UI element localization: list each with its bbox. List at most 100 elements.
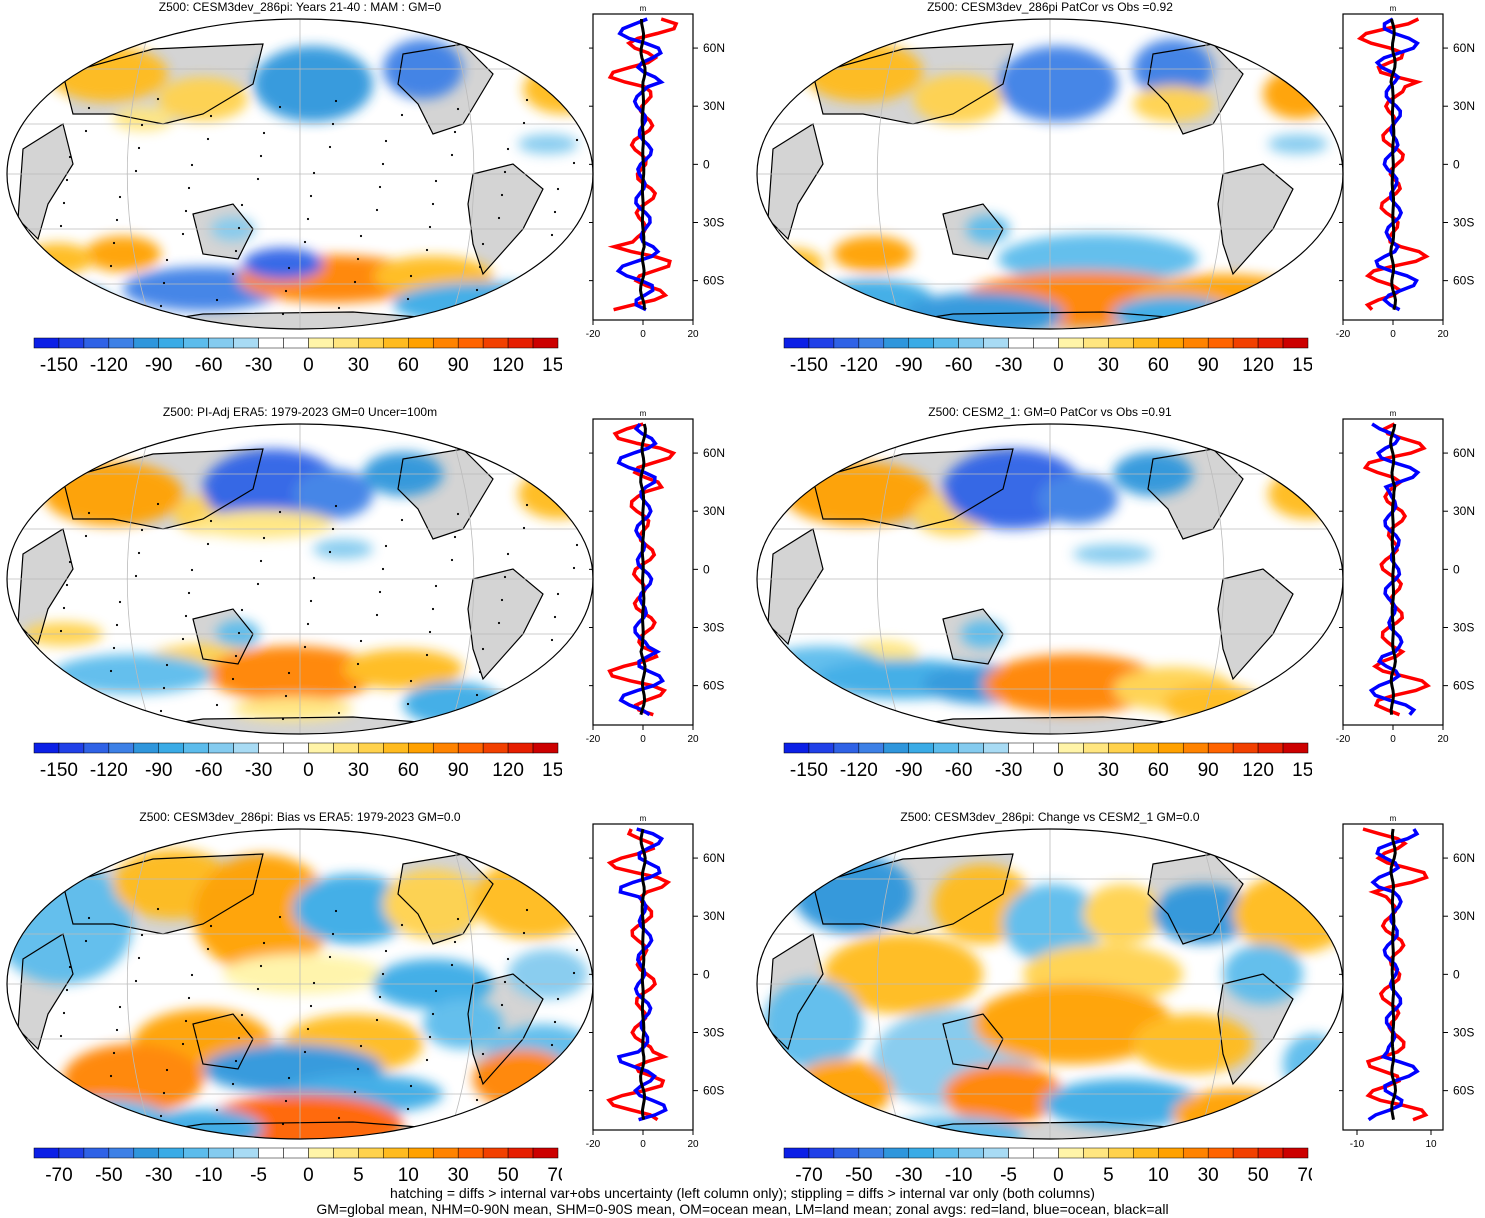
colorbar-tick-label: 0: [1053, 1165, 1064, 1186]
colorbar-tick-label: 0: [303, 760, 314, 781]
colorbar-tick-label: -90: [145, 760, 172, 781]
zonal-unit-label: m: [1390, 814, 1397, 823]
colorbar-tick-label: -60: [945, 355, 972, 376]
colorbar-tick-label: -10: [945, 1165, 972, 1186]
zonal-x-tick: 0: [1390, 734, 1396, 745]
lat-label: 60S: [1453, 1084, 1474, 1098]
panel-title: Z500: CESM2_1: GM=0 PatCor vs Obs =0.91: [928, 405, 1172, 419]
colorbar: -150 -120 -90 -60 -30 0 30 60 90 120 150: [33, 742, 562, 781]
zonal-x-tick: 20: [687, 329, 699, 340]
panel-title: Z500: CESM3dev_286pi: Bias vs ERA5: 1979…: [139, 810, 461, 824]
lat-label: 60S: [1453, 274, 1474, 288]
colorbar-tick-label: -30: [995, 760, 1022, 781]
zonal-x-tick: 20: [687, 1139, 699, 1150]
colorbar-tick-label: 120: [1242, 355, 1274, 376]
zonal-all-line: [1389, 18, 1398, 311]
zonal-unit-label: m: [1390, 409, 1397, 418]
colorbar-tick-label: 10: [1148, 1165, 1169, 1186]
zonal-mean-profile: 60N 30N 0 30S 60S -20 0 20 m: [586, 4, 725, 340]
colorbar-tick-label: -30: [995, 355, 1022, 376]
zonal-all-line: [638, 18, 647, 310]
panel-title: Z500: PI-Adj ERA5: 1979-2023 GM=0 Uncer=…: [162, 405, 438, 419]
zonal-x-tick: 0: [1390, 329, 1396, 340]
panel-title: Z500: CESM3dev_286pi PatCor vs Obs =0.92: [927, 0, 1173, 14]
lat-label: 0: [1453, 967, 1460, 981]
colorbar-tick-label: -150: [790, 760, 828, 781]
zonal-unit-label: m: [640, 4, 647, 13]
colorbar-tick-label: -90: [895, 355, 922, 376]
colorbar-tick-label: -120: [840, 355, 878, 376]
colorbar-tick-label: 30: [448, 1165, 469, 1186]
lat-label: 30N: [703, 99, 725, 113]
colorbar-tick-label: -30: [145, 1165, 172, 1186]
zonal-x-tick: -20: [586, 329, 601, 340]
lat-label: 0: [703, 562, 710, 576]
colorbar-tick-label: 70: [547, 1165, 562, 1186]
zonal-land-line: [607, 17, 679, 312]
colorbar-tick-label: 60: [398, 355, 419, 376]
zonal-mean-profile: 60N 30N 0 30S 60S -20 0 20 m: [1336, 4, 1475, 340]
panel-title: Z500: CESM3dev_286pi: Change vs CESM2_1 …: [900, 810, 1200, 824]
colorbar: -150 -120 -90 -60 -30 0 30 60 90 120 150: [783, 337, 1312, 376]
zonal-land-line: [1362, 422, 1432, 717]
lat-label: 60N: [703, 41, 725, 55]
zonal-mean-profile: 60N 30N 0 30S 60S -20 0 20 m: [586, 409, 725, 745]
lat-label: 30S: [1453, 215, 1474, 229]
zonal-x-tick: -20: [1336, 329, 1351, 340]
zonal-all-line: [639, 828, 647, 1121]
footer-line-1: hatching = diffs > internal var+obs unce…: [390, 1185, 1095, 1201]
zonal-land-line: [1356, 17, 1430, 311]
lat-label: 60S: [703, 679, 724, 693]
colorbar-tick-label: 90: [448, 760, 469, 781]
lat-label: 30S: [1453, 620, 1474, 634]
colorbar-tick-label: -70: [795, 1165, 822, 1186]
lat-label: 0: [703, 967, 710, 981]
map-panel: [6, 423, 594, 735]
colorbar-tick-label: 150: [542, 760, 562, 781]
colorbar-tick-label: -60: [195, 355, 222, 376]
zonal-x-tick: -20: [1336, 734, 1351, 745]
lat-label: 60N: [703, 446, 725, 460]
zonal-x-tick: 20: [1437, 734, 1449, 745]
colorbar-tick-label: 0: [1053, 760, 1064, 781]
map-panel: [6, 828, 594, 1140]
colorbar-tick-label: 60: [1148, 355, 1169, 376]
panel-title: Z500: CESM3dev_286pi: Years 21-40 : MAM …: [158, 0, 442, 14]
colorbar-tick-label: 50: [1248, 1165, 1269, 1186]
colorbar: -70-50-30-10-50510305070: [33, 1147, 562, 1186]
colorbar: -70-50-30-10-50510305070: [783, 1147, 1312, 1186]
colorbar-tick-label: 30: [348, 760, 369, 781]
zonal-ocean-line: [615, 17, 665, 312]
colorbar-tick-label: 30: [1198, 1165, 1219, 1186]
colorbar-tick-label: 5: [353, 1165, 364, 1186]
colorbar-tick-label: -90: [895, 760, 922, 781]
lat-label: 30S: [1453, 1025, 1474, 1039]
lat-label: 0: [703, 157, 710, 171]
colorbar-tick-label: -5: [1000, 1165, 1017, 1186]
colorbar-tick-label: -10: [195, 1165, 222, 1186]
colorbar-tick-label: -150: [790, 355, 828, 376]
map-panel: [756, 828, 1344, 1140]
lat-label: 60N: [1453, 851, 1475, 865]
colorbar-tick-label: 90: [1198, 760, 1219, 781]
colorbar-tick-label: -150: [40, 760, 78, 781]
colorbar-tick-label: -120: [90, 760, 128, 781]
zonal-land-line: [606, 828, 672, 1122]
colorbar-tick-label: -5: [250, 1165, 267, 1186]
zonal-x-tick: 0: [640, 734, 646, 745]
zonal-ocean-line: [1367, 828, 1420, 1122]
lat-label: 30N: [703, 909, 725, 923]
colorbar-tick-label: 0: [303, 1165, 314, 1186]
zonal-ocean-line: [1368, 422, 1421, 716]
colorbar-tick-label: 70: [1297, 1165, 1312, 1186]
colorbar-tick-label: 90: [1198, 355, 1219, 376]
colorbar-tick-label: 150: [542, 355, 562, 376]
lat-label: 30N: [703, 504, 725, 518]
colorbar: -150 -120 -90 -60 -30 0 30 60 90 120 150: [33, 337, 562, 376]
colorbar-tick-label: 150: [1292, 355, 1312, 376]
zonal-mean-profile: 60N 30N 0 30S 60S -20 0 20 m: [1336, 409, 1475, 745]
colorbar-tick-label: 30: [1098, 760, 1119, 781]
zonal-x-tick: 20: [1437, 329, 1449, 340]
zonal-x-tick: -20: [586, 1139, 601, 1150]
zonal-x-tick: 0: [640, 1139, 646, 1150]
